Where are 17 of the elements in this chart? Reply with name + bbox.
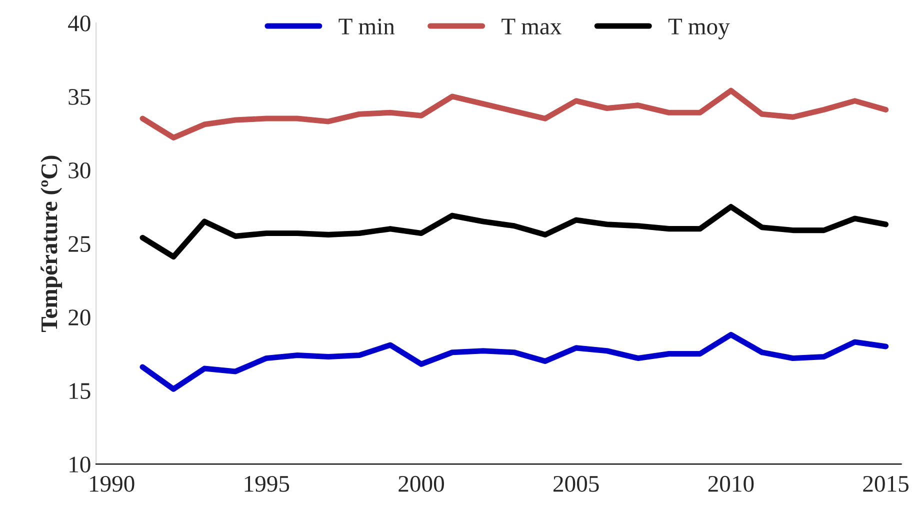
y-tick-label: 30	[68, 162, 90, 178]
x-tick-label: 1990	[90, 476, 134, 492]
x-tick-label: 2015	[863, 476, 908, 492]
legend-label: T moy	[668, 18, 730, 40]
y-tick-label: 15	[70, 383, 90, 399]
x-tick-label: 2000	[398, 476, 444, 492]
legend-label: T min	[338, 18, 395, 34]
y-axis-title: Température (ºC)	[40, 156, 62, 332]
x-tick-label: 1995	[244, 476, 290, 492]
y-tick-label: 20	[68, 310, 90, 326]
x-tick-label: 2010	[708, 476, 754, 492]
y-tick-label: 25	[68, 236, 90, 252]
y-tick-label: 40	[68, 15, 90, 32]
legend-label: T max	[502, 18, 562, 34]
y-tick-label: 10	[70, 456, 90, 473]
y-tick-label: 35	[68, 89, 90, 105]
x-tick-label: 2005	[554, 476, 599, 492]
